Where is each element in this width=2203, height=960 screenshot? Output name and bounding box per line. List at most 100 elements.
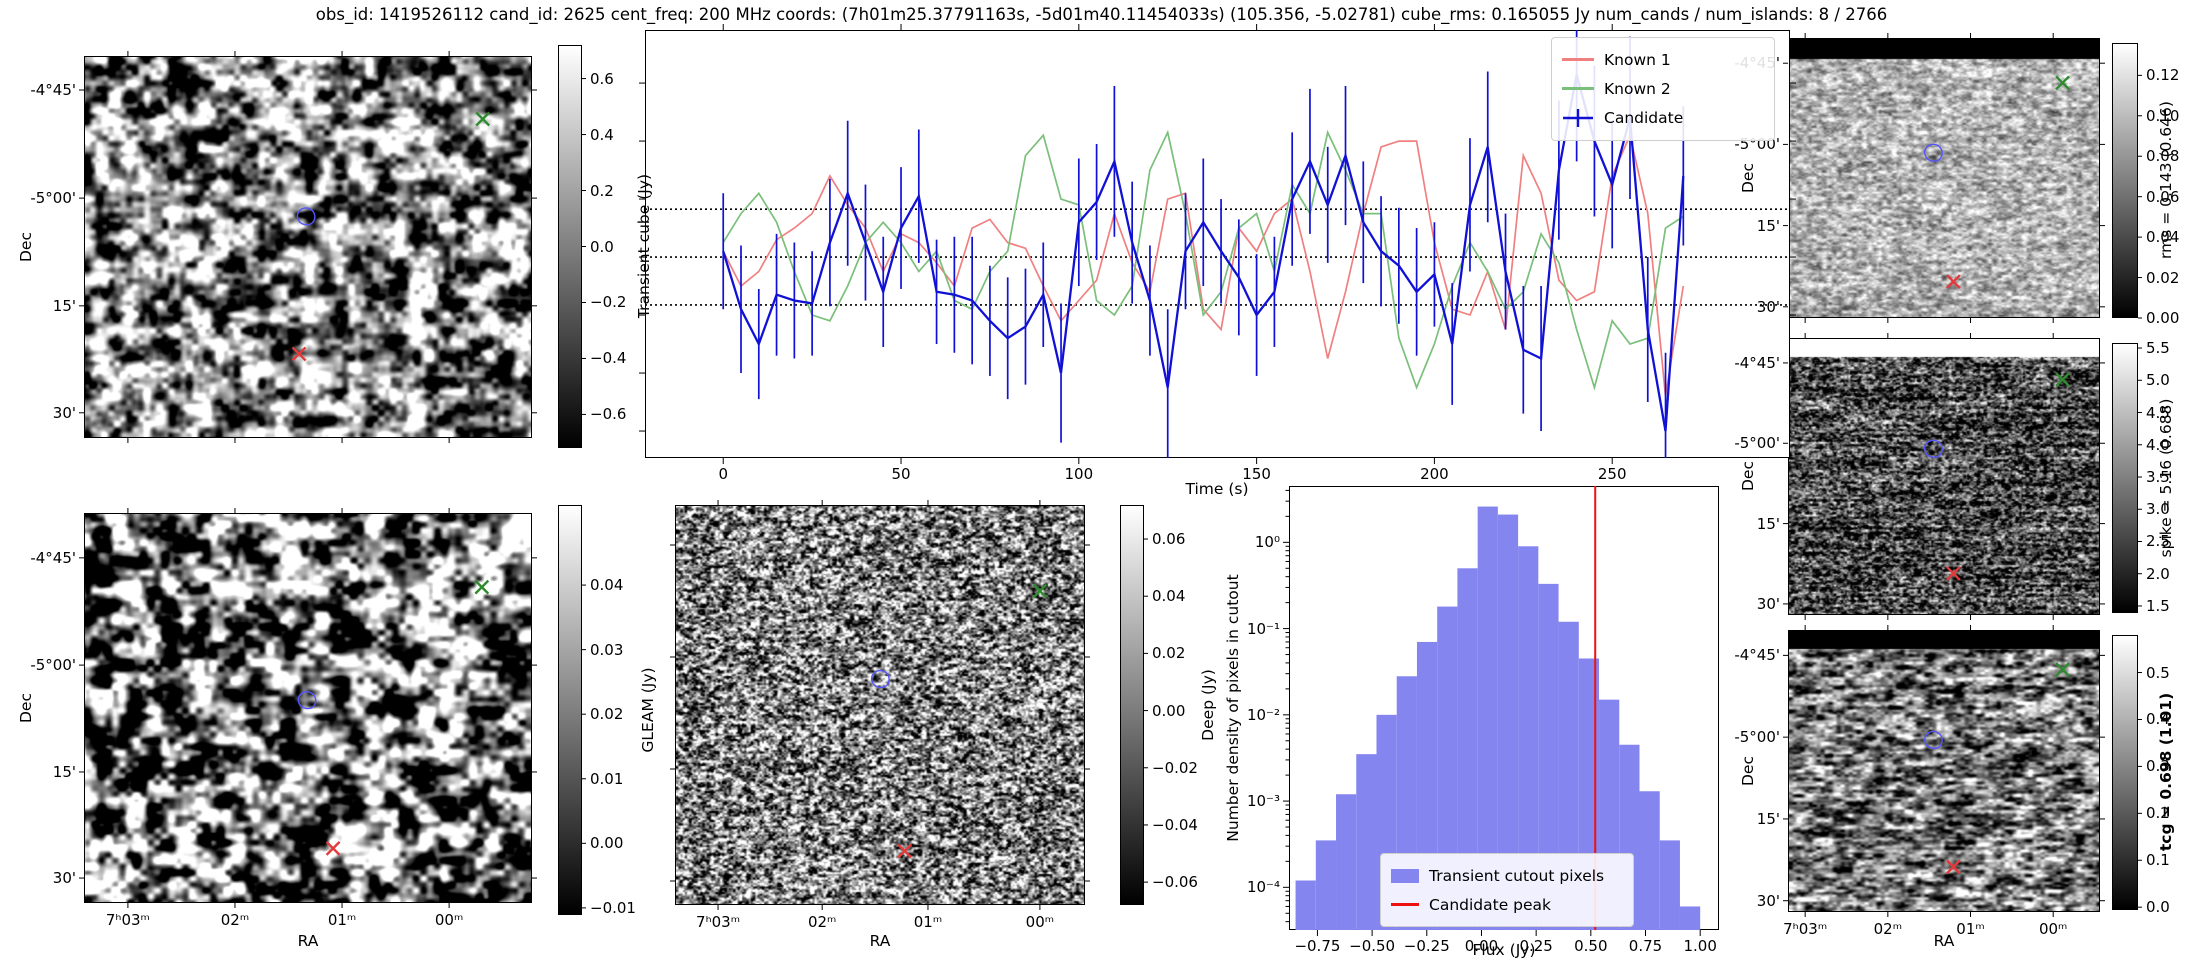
colorbar-tick-label: 5.5: [2146, 339, 2170, 358]
flux-tick-label: 0.25: [1519, 937, 1553, 955]
tcg-panel: [1788, 630, 2100, 912]
dec-tick-label: 15': [1756, 809, 1780, 828]
colorbar-tick-label: 0.00: [1152, 701, 1186, 720]
ra-tick-label: 00ᵐ: [1025, 913, 1055, 931]
legend-item-known1: Known 1: [1562, 46, 1762, 73]
rms-image: [1789, 39, 2099, 317]
colorbar-tick-label: 0.0: [590, 237, 614, 256]
density-tick-label: 10⁻³: [1246, 792, 1280, 811]
histogram-legend: Transient cutout pixels Candidate peak: [1380, 853, 1634, 927]
dec-tick-label: 30': [52, 403, 76, 422]
transient-colorbar: [558, 45, 582, 448]
colorbar-tick-label: 0.02: [2146, 268, 2180, 287]
colorbar-tick-label: 3.5: [2146, 468, 2170, 486]
dec-tick-label: 15': [52, 762, 76, 781]
hist-bar-swatch: [1391, 868, 1419, 883]
spike-colorbar: [2112, 343, 2138, 613]
dec-tick-label: -4°45': [30, 80, 76, 99]
ra-tick-label: 7ʰ03ᵐ: [696, 913, 741, 931]
colorbar-tick-label: 4.0: [2146, 435, 2170, 454]
dec-tick-label: -5°00': [30, 189, 76, 208]
candidate-peak-line-swatch: [1391, 903, 1419, 906]
colorbar-tick-label: 0.04: [2146, 228, 2180, 247]
colorbar-tick-label: 0.3: [2146, 757, 2170, 776]
flux-tick-label: −0.75: [1294, 937, 1341, 955]
ra-tick-label: 02ᵐ: [1873, 920, 1903, 938]
colorbar-tick-label: 0.6: [590, 69, 614, 88]
dec-tick-label: 15': [1756, 216, 1780, 235]
legend-label-cutout-pixels: Transient cutout pixels: [1429, 866, 1605, 885]
dec-axis-label-rms: Dec: [1739, 163, 1757, 193]
dec-tick-label: -5°00': [1734, 728, 1780, 747]
colorbar-tick-label: 0.10: [2146, 106, 2180, 125]
colorbar-tick-label: 0.00: [2146, 309, 2180, 327]
spike-panel: [1788, 338, 2100, 615]
colorbar-tick-label: 0.01: [590, 769, 624, 788]
ra-axis-label-tcg: RA: [1933, 932, 1955, 950]
colorbar-tick-label: 0.12: [2146, 66, 2180, 85]
rms-colorbar: [2112, 43, 2138, 318]
colorbar-tick-label: 0.00: [590, 834, 624, 853]
colorbar-tick-label: −0.02: [1152, 758, 1198, 777]
colorbar-tick-label: 2.5: [2146, 532, 2170, 551]
deep-colorbar: [1120, 505, 1144, 905]
colorbar-tick-label: 3.0: [2146, 500, 2170, 519]
ra-tick-label: 00ᵐ: [2038, 920, 2068, 938]
time-tick-label: 50: [891, 465, 911, 483]
transient-cutout-image: [85, 57, 531, 437]
legend-item-candidate-peak: Candidate peak: [1391, 891, 1621, 918]
colorbar-tick-label: 0.2: [590, 181, 614, 200]
dec-tick-label: 30': [52, 869, 76, 888]
dec-tick-label: 30': [1756, 891, 1780, 910]
gleam-colorbar-label: GLEAM (Jy): [639, 667, 657, 753]
transient-cutout-panel: [84, 56, 532, 438]
dec-tick-label: -5°00': [1734, 434, 1780, 453]
flux-tick-label: 0.75: [1628, 937, 1663, 955]
known2-line-swatch: [1562, 87, 1594, 91]
colorbar-tick-label: 5.0: [2146, 371, 2170, 390]
colorbar-tick-label: −0.04: [1152, 815, 1198, 834]
flux-tick-label: −0.50: [1349, 937, 1396, 955]
known1-line-swatch: [1562, 58, 1594, 62]
flux-tick-label: 1.00: [1683, 937, 1717, 955]
flux-axis-label: Flux (Jy): [1472, 941, 1536, 959]
ra-tick-label: 02ᵐ: [807, 913, 837, 931]
legend-label-candidate: Candidate: [1604, 109, 1684, 128]
gleam-colorbar: [558, 505, 582, 915]
dec-tick-label: 15': [1756, 514, 1780, 533]
time-tick-label: 100: [1064, 465, 1094, 483]
legend-label-candidate-peak: Candidate peak: [1429, 895, 1552, 914]
ra-tick-label: 01ᵐ: [327, 911, 357, 929]
time-axis-label: Time (s): [1185, 480, 1249, 498]
deep-image: [676, 506, 1084, 904]
colorbar-tick-label: −0.06: [1152, 873, 1198, 892]
ra-axis-label-gleam: RA: [297, 932, 319, 950]
gleam-panel: [84, 513, 532, 903]
dec-axis-label-gleam: Dec: [17, 693, 35, 723]
lightcurve-legend: Known 1 Known 2 Candidate: [1551, 37, 1775, 141]
tcg-colorbar: [2112, 635, 2138, 910]
legend-label-known2: Known 2: [1604, 79, 1671, 98]
ra-tick-label: 7ʰ03ᵐ: [105, 911, 150, 929]
colorbar-tick-label: −0.4: [590, 349, 627, 368]
dec-tick-label: -5°00': [30, 656, 76, 675]
colorbar-tick-label: −0.2: [590, 293, 627, 312]
hist-y-axis-label: Number density of pixels in cutout: [1224, 574, 1242, 842]
time-tick-label: 150: [1242, 465, 1271, 483]
deep-colorbar-label: Deep (Jy): [1199, 669, 1217, 741]
colorbar-tick-label: −0.01: [590, 898, 636, 917]
dec-axis-label-spike: Dec: [1739, 461, 1757, 491]
colorbar-tick-label: 0.2: [2146, 804, 2170, 823]
dec-tick-label: -4°45': [1734, 353, 1780, 372]
ra-tick-label: 01ᵐ: [913, 913, 943, 931]
flux-tick-label: 0.50: [1574, 937, 1608, 955]
ra-tick-label: 02ᵐ: [220, 911, 250, 929]
colorbar-tick-label: 0.04: [590, 576, 624, 595]
colorbar-tick-label: 0.06: [2146, 187, 2180, 206]
colorbar-tick-label: 0.02: [590, 705, 624, 724]
density-tick-label: 10⁻⁴: [1246, 878, 1280, 897]
legend-item-candidate: Candidate: [1562, 105, 1762, 132]
rms-panel: [1788, 38, 2100, 318]
density-tick-label: 10⁻¹: [1246, 619, 1280, 638]
